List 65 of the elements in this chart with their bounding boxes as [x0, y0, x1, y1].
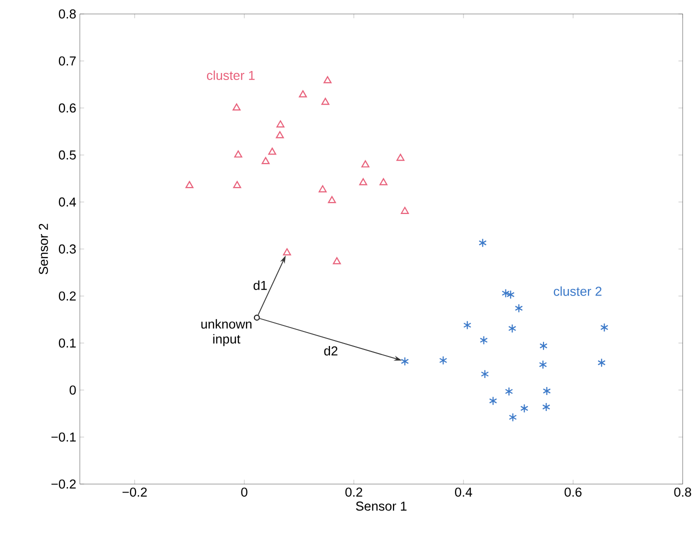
point — [400, 206, 409, 214]
point — [361, 160, 370, 168]
text: cluster 2 — [554, 286, 602, 296]
point — [254, 314, 260, 321]
y-axis-title: Sensor 2 — [38, 224, 48, 274]
point — [489, 396, 498, 406]
point — [276, 120, 284, 128]
point — [542, 402, 550, 412]
point — [396, 154, 404, 161]
y-tick-label: 0.1 — [58, 338, 76, 348]
annotation: d2 — [324, 346, 338, 356]
point — [600, 322, 608, 332]
point — [506, 290, 515, 300]
point — [502, 288, 510, 298]
point — [538, 360, 547, 370]
annotation: d1 — [254, 280, 267, 290]
x-tick-label: 0.4 — [455, 488, 472, 497]
point — [542, 386, 551, 396]
point — [520, 404, 528, 413]
point — [262, 157, 270, 164]
point — [508, 324, 516, 334]
point — [276, 131, 284, 138]
point — [268, 148, 276, 155]
point — [539, 341, 548, 350]
point — [318, 185, 327, 192]
y-tick-label: 0.7 — [58, 56, 76, 66]
point — [480, 336, 488, 345]
y-tick-label: 0.4 — [58, 197, 76, 207]
y-tick-label: 0.6 — [58, 103, 76, 113]
point — [232, 103, 241, 111]
x-tick-label: 0.8 — [674, 488, 692, 497]
point — [233, 181, 242, 188]
x-tick-label: −0.2 — [122, 488, 147, 497]
point — [332, 257, 341, 264]
point — [234, 150, 242, 158]
point — [321, 98, 330, 105]
x-tick-label: 0.6 — [564, 488, 582, 497]
point — [328, 196, 336, 204]
point — [478, 238, 487, 248]
y-tick-label: 0 — [70, 385, 76, 395]
x-tick-label: 0.2 — [345, 488, 362, 497]
text: cluster 1 — [206, 70, 255, 80]
point — [463, 320, 472, 330]
point — [598, 358, 606, 368]
x-axis-title: Sensor 1 — [356, 502, 407, 511]
point — [185, 181, 194, 188]
y-tick-label: −0.2 — [51, 480, 76, 489]
point — [298, 90, 307, 98]
point — [480, 370, 489, 379]
point — [379, 178, 388, 186]
point — [400, 356, 409, 366]
point — [359, 178, 368, 186]
point — [508, 412, 517, 422]
annotation: unknown input — [201, 319, 252, 346]
point — [514, 304, 523, 313]
y-tick-label: −0.1 — [51, 432, 76, 442]
point — [324, 76, 332, 84]
point — [283, 248, 292, 256]
y-tick-label: 0.2 — [58, 291, 76, 301]
x-tick-label: 0 — [241, 488, 248, 497]
y-tick-label: 0.8 — [58, 9, 76, 19]
point — [504, 386, 513, 396]
y-tick-label: 0.3 — [58, 244, 76, 254]
point — [439, 356, 448, 365]
y-tick-label: 0.5 — [58, 150, 76, 160]
